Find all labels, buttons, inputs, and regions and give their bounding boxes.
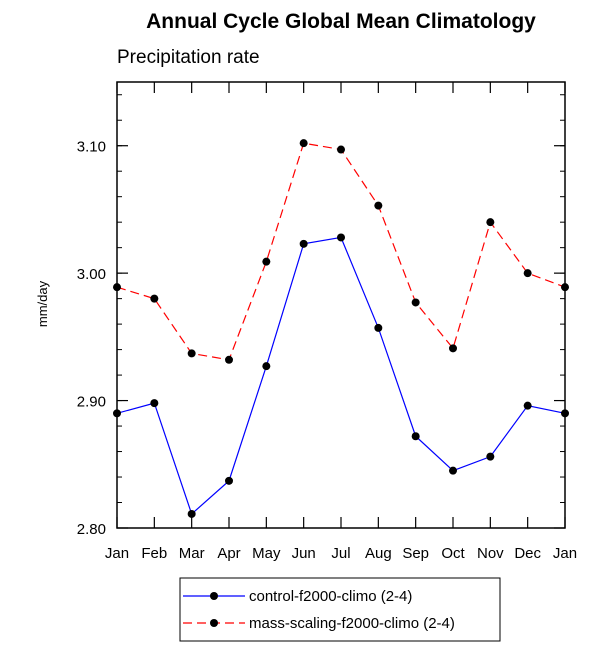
legend-label-mass-scaling: mass-scaling-f2000-climo (2-4) — [249, 615, 455, 632]
series-0-point — [523, 401, 532, 410]
series-1-point — [374, 201, 383, 210]
series-1-point — [262, 257, 271, 266]
series-line-1 — [116, 142, 566, 361]
x-tick-label: Jan — [105, 545, 129, 562]
y-tick-label: 2.90 — [77, 394, 106, 411]
series-1-point — [299, 139, 308, 148]
series-1-point — [150, 294, 159, 303]
series-0-point — [374, 323, 383, 332]
x-tick-label: Jan — [553, 545, 577, 562]
chart-subtitle: Precipitation rate — [117, 47, 260, 68]
series-line-0 — [116, 236, 566, 516]
minor-ticks — [117, 94, 565, 529]
x-tick-label: May — [252, 545, 281, 562]
plot-frame — [116, 81, 566, 529]
x-tick-label: Nov — [477, 545, 504, 562]
x-tick-labels: Jan Feb Mar Apr May Jun Jul Aug Sep Oct Nov Dec Jan — [105, 545, 577, 562]
x-tick-label: Feb — [141, 545, 167, 562]
x-tick-label: Jun — [292, 545, 316, 562]
series-1-point — [449, 344, 457, 353]
series-0-point — [411, 432, 420, 441]
series-0-point — [337, 233, 345, 242]
legend-label-control: control-f2000-climo (2-4) — [249, 588, 412, 605]
legend-box — [179, 577, 501, 642]
y-tick-label: 3.00 — [77, 266, 106, 283]
legend-marker-control — [210, 592, 218, 600]
series-0-point — [225, 476, 233, 485]
series-layer — [113, 139, 569, 518]
series-1-point — [486, 218, 495, 227]
series-1-point — [337, 145, 345, 154]
x-tick-label: Jul — [331, 545, 350, 562]
series-1-point — [523, 269, 532, 278]
x-tick-label: Sep — [402, 545, 429, 562]
x-tick-label: Dec — [514, 545, 541, 562]
x-tick-label: Mar — [179, 545, 205, 562]
series-1-point — [411, 298, 420, 307]
legend-marker-mass-scaling — [210, 619, 218, 627]
chart-title: Annual Cycle Global Mean Climatology — [146, 10, 536, 33]
x-tick-label: Apr — [217, 545, 240, 562]
series-0-point — [299, 239, 308, 248]
y-axis-label: mm/day — [35, 280, 50, 327]
x-tick-label: Aug — [365, 545, 392, 562]
y-tick-labels: 2.80 2.90 3.00 3.10 — [77, 139, 106, 538]
y-tick-label: 3.10 — [77, 139, 106, 156]
series-1-point — [187, 349, 196, 358]
y-tick-label: 2.80 — [77, 521, 106, 538]
series-0-point — [262, 362, 271, 371]
series-0-point — [449, 466, 457, 475]
x-tick-label: Oct — [441, 545, 465, 562]
series-0-point — [187, 509, 196, 518]
series-0-point — [150, 399, 159, 408]
series-0-point — [486, 452, 495, 461]
legend: control-f2000-climo (2-4) mass-scaling-f… — [179, 577, 501, 642]
series-1-point — [225, 355, 233, 364]
